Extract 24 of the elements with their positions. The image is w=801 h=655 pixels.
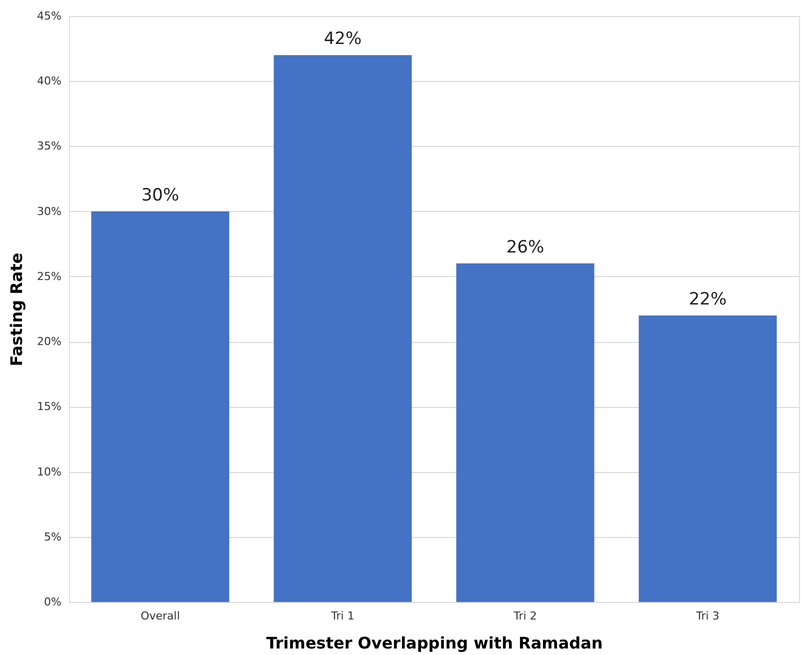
y-tick-label: 15% (37, 400, 62, 414)
bar (274, 55, 412, 602)
y-tick-label: 5% (44, 530, 62, 544)
y-tick-label: 30% (37, 204, 62, 218)
x-tick-label: Tri 2 (512, 610, 537, 622)
y-tick-label: 20% (37, 335, 62, 348)
bar (456, 263, 594, 602)
y-axis-title: Fasting Rate (7, 252, 26, 366)
data-label: 42% (324, 29, 362, 50)
y-tick-label: 40% (37, 74, 62, 88)
data-label: 22% (688, 290, 727, 310)
x-tick-label: Tri 1 (330, 610, 354, 622)
x-axis-title: Trimester Overlapping with Ramadan (266, 634, 603, 652)
bar (91, 211, 230, 602)
x-tick-label: Overall (140, 610, 180, 622)
y-tick-label: 45% (37, 10, 62, 22)
y-tick-label: 0% (44, 596, 62, 608)
bar (638, 316, 777, 602)
x-tick-label: Tri 3 (695, 610, 720, 622)
y-tick-label: 25% (37, 270, 62, 283)
data-label: 26% (506, 237, 544, 258)
y-tick-label: 10% (37, 465, 62, 478)
y-tick-label: 35% (37, 140, 62, 153)
data-label: 30% (141, 185, 180, 206)
